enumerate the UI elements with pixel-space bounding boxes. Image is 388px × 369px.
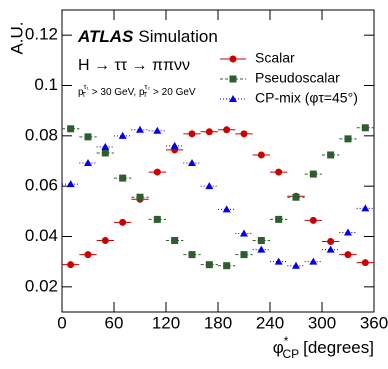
y-tick-label: 0.06 bbox=[25, 176, 58, 195]
marker bbox=[118, 131, 127, 139]
marker bbox=[101, 142, 110, 150]
marker bbox=[361, 204, 370, 212]
marker bbox=[309, 257, 318, 265]
y-axis-label: A.U. bbox=[7, 21, 26, 54]
legend-label: CP-mix (φτ=45°) bbox=[255, 90, 358, 106]
marker bbox=[205, 182, 214, 190]
simulation: Simulation bbox=[138, 27, 217, 46]
marker bbox=[101, 237, 109, 245]
marker bbox=[136, 125, 144, 133]
marker bbox=[188, 159, 196, 167]
x-tick-label: 60 bbox=[105, 313, 124, 332]
x-label-sup: * bbox=[284, 334, 289, 348]
x-tick-label: 0 bbox=[57, 313, 66, 332]
legend: Scalar Pseudoscalar CP-mix (φτ=45°) bbox=[220, 50, 358, 106]
marker bbox=[67, 125, 75, 133]
marker bbox=[119, 174, 127, 182]
marker bbox=[84, 251, 92, 259]
marker bbox=[257, 237, 265, 245]
marker bbox=[327, 151, 335, 159]
marker bbox=[66, 180, 75, 188]
marker bbox=[188, 251, 196, 259]
marker bbox=[240, 251, 248, 259]
marker bbox=[205, 261, 213, 269]
legend-label: Scalar bbox=[255, 50, 295, 66]
cut-text: > 20 GeV bbox=[150, 87, 196, 98]
marker bbox=[309, 216, 317, 224]
marker bbox=[188, 130, 196, 138]
marker bbox=[326, 245, 335, 253]
marker bbox=[275, 168, 283, 176]
marker bbox=[153, 215, 161, 223]
marker bbox=[153, 126, 162, 134]
marker bbox=[344, 228, 352, 236]
marker bbox=[240, 229, 248, 237]
cut-sup: τ₁ bbox=[84, 84, 90, 91]
marker bbox=[257, 245, 266, 253]
x-tick-label: 300 bbox=[308, 313, 336, 332]
experiment-label: ATLAS Simulation bbox=[77, 27, 218, 46]
marker bbox=[292, 193, 300, 201]
x-label-unit: [degrees] bbox=[303, 338, 374, 357]
marker bbox=[275, 215, 283, 223]
marker bbox=[223, 126, 231, 134]
marker bbox=[136, 193, 144, 201]
x-label-symbol: φ bbox=[273, 338, 284, 357]
marker bbox=[153, 168, 161, 176]
marker bbox=[229, 75, 237, 83]
marker bbox=[240, 130, 248, 138]
marker bbox=[223, 262, 231, 270]
marker bbox=[170, 141, 179, 149]
marker bbox=[361, 259, 369, 267]
marker bbox=[344, 135, 352, 143]
cuts-label: pτ₁ T > 30 GeV, pτ₂ T > 20 GeV bbox=[78, 84, 196, 99]
x-tick-label: 120 bbox=[152, 313, 180, 332]
cut-sub: T bbox=[143, 92, 148, 99]
marker bbox=[257, 151, 265, 159]
cut-var: p bbox=[78, 87, 84, 98]
marker bbox=[84, 133, 92, 141]
marker bbox=[222, 205, 231, 213]
marker bbox=[229, 95, 237, 102]
cut-sup: τ₂ bbox=[145, 84, 151, 91]
marker bbox=[119, 218, 127, 226]
cut-var: p bbox=[139, 87, 145, 98]
x-label-sub: CP bbox=[282, 347, 299, 361]
marker bbox=[67, 261, 75, 269]
atlas: ATLAS bbox=[77, 27, 134, 46]
y-tick-label: 0.1 bbox=[34, 75, 58, 94]
marker bbox=[84, 159, 92, 167]
marker bbox=[309, 170, 317, 178]
y-tick-label: 0.12 bbox=[25, 25, 58, 44]
marker bbox=[274, 257, 283, 265]
legend-label: Pseudoscalar bbox=[255, 70, 340, 86]
y-tick-label: 0.02 bbox=[25, 276, 58, 295]
marker bbox=[327, 238, 335, 246]
marker bbox=[229, 55, 237, 63]
marker bbox=[101, 149, 109, 157]
cut-sub: T bbox=[82, 92, 87, 99]
marker bbox=[205, 128, 213, 136]
process-label: H → ττ → ππνν bbox=[78, 57, 190, 74]
marker bbox=[361, 124, 369, 132]
x-tick-label: 360 bbox=[360, 313, 388, 332]
marker bbox=[344, 251, 352, 259]
plot-frame bbox=[61, 9, 375, 313]
x-tick-label: 180 bbox=[204, 313, 232, 332]
cut-text: > 30 GeV, bbox=[89, 87, 139, 98]
x-axis-label: φ* CP [degrees] bbox=[273, 334, 374, 361]
x-tick-label: 240 bbox=[256, 313, 284, 332]
marker bbox=[292, 261, 300, 269]
y-tick-label: 0.04 bbox=[25, 226, 58, 245]
marker bbox=[171, 237, 179, 245]
y-tick-label: 0.08 bbox=[25, 125, 58, 144]
